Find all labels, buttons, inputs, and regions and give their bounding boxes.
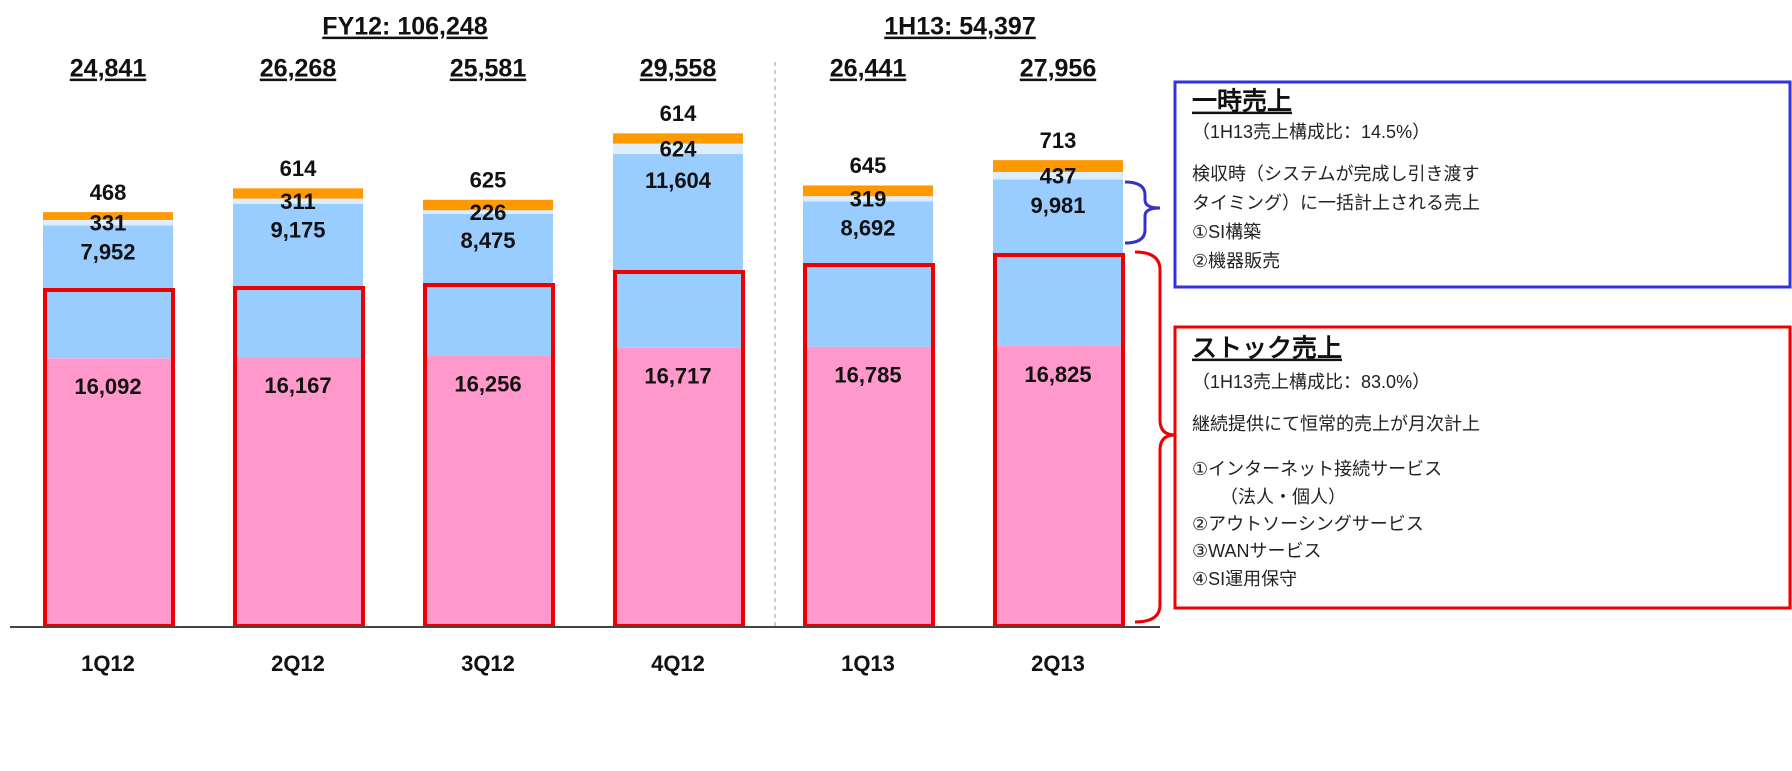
bar-segment	[993, 160, 1123, 173]
bar-segment	[233, 188, 363, 199]
value-label: 16,825	[1024, 362, 1091, 387]
value-label: 16,785	[834, 363, 901, 388]
total-label: 24,841	[70, 55, 147, 83]
x-tick-label: 1Q12	[81, 651, 135, 676]
bar-segment	[233, 357, 363, 627]
annotation-line: ④SI運用保守	[1192, 569, 1297, 589]
value-label: 8,475	[460, 228, 515, 253]
total-label: 25,581	[450, 55, 527, 83]
value-label: 16,717	[644, 364, 711, 389]
bar-segment	[233, 198, 363, 204]
bar-segment	[423, 210, 553, 214]
bar-segment	[613, 133, 743, 144]
value-label: 713	[1040, 128, 1077, 153]
annotation-line: （法人・個人）	[1220, 487, 1346, 507]
bar-segment	[993, 346, 1123, 627]
bar-segment	[803, 201, 933, 347]
bar-segment	[43, 358, 173, 627]
bar-segment	[993, 172, 1123, 180]
value-label: 16,167	[264, 373, 331, 398]
stock-boxes	[43, 253, 1125, 628]
bar-segment	[423, 199, 553, 211]
annotation-box	[1173, 80, 1792, 289]
value-label: 9,175	[270, 218, 325, 243]
x-tick-label: 2Q13	[1031, 651, 1085, 676]
annotation-line: 継続提供にて恒常的売上が月次計上	[1192, 414, 1480, 434]
group-label: 1H13: 54,397	[884, 13, 1036, 41]
value-label: 645	[850, 153, 887, 178]
bar-segment	[43, 219, 173, 226]
value-label: 8,692	[840, 215, 895, 240]
bar-segment	[613, 154, 743, 348]
value-label: 331	[90, 211, 127, 236]
annotation-line: ①インターネット接続サービス	[1192, 459, 1442, 479]
bar-segment	[803, 196, 933, 202]
annotation-line: ③WANサービス	[1192, 541, 1321, 561]
annotation-line: 検収時（システムが完成し引き渡す	[1192, 164, 1479, 184]
bar-segment	[993, 179, 1123, 347]
value-label: 226	[470, 200, 507, 225]
bar-segment	[613, 143, 743, 155]
value-label: 9,981	[1030, 193, 1085, 218]
value-label: 468	[90, 180, 127, 205]
value-label: 11,604	[645, 168, 712, 193]
bar-segment	[613, 347, 743, 627]
total-label: 26,268	[260, 55, 337, 83]
annotation-line: （1H13売上構成比：83.0%）	[1192, 372, 1430, 392]
annotation-line: ②機器販売	[1192, 251, 1280, 271]
value-label: 311	[280, 189, 316, 214]
annotation-box	[1173, 325, 1792, 610]
bar-segment	[803, 346, 933, 627]
total-label: 26,441	[830, 55, 907, 83]
annotation-line: ①SI構築	[1192, 222, 1261, 242]
value-label: 625	[470, 168, 507, 193]
group-label: FY12: 106,248	[322, 13, 487, 41]
annotation-title: 一時売上	[1192, 87, 1292, 116]
annotation-line: （1H13売上構成比：14.5%）	[1192, 122, 1430, 142]
total-label: 27,956	[1020, 55, 1096, 83]
bar-segment	[423, 355, 553, 627]
annotation-title: ストック売上	[1192, 335, 1342, 363]
annotation-line: ②アウトソーシングサービス	[1192, 514, 1424, 534]
bar-segment	[233, 203, 363, 358]
annotation-line: タイミング）に一括計上される売上	[1192, 193, 1480, 213]
value-label: 319	[850, 187, 887, 212]
value-label: 7,952	[80, 239, 135, 264]
total-label: 29,558	[640, 55, 717, 83]
value-label: 16,092	[74, 374, 141, 399]
x-tick-label: 1Q13	[841, 651, 895, 676]
value-label: 614	[280, 156, 317, 181]
x-tick-label: 4Q12	[651, 651, 705, 676]
value-label: 16,256	[454, 371, 521, 396]
brace	[1134, 250, 1176, 624]
value-label: 614	[660, 101, 697, 126]
brace	[1124, 180, 1161, 245]
value-label: 437	[1040, 164, 1077, 189]
x-tick-label: 2Q12	[271, 651, 325, 676]
value-label: 624	[660, 137, 697, 162]
x-tick-label: 3Q12	[461, 651, 515, 676]
bar-segment	[43, 212, 173, 220]
bar-segment	[803, 185, 933, 197]
